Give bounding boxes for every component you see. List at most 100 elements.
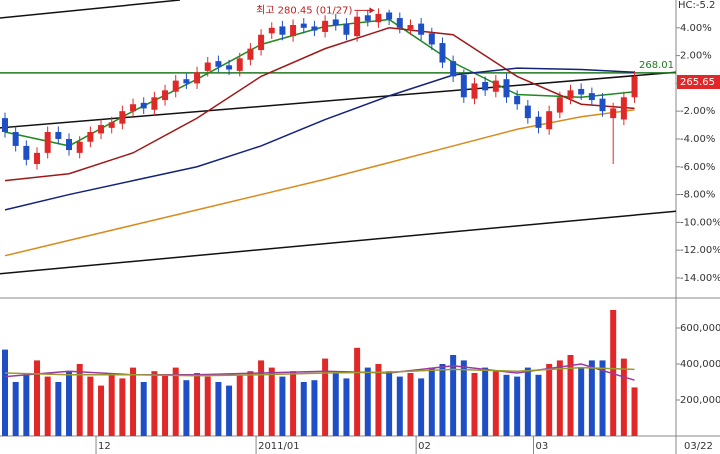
- axes: 4.00%2.00%0.00%-2.00%-4.00%-6.00%-8.00%-…: [95, 23, 720, 454]
- volume-bar: [87, 376, 94, 436]
- volume-bar: [471, 373, 478, 436]
- corner-label: HC:-5.2: [678, 0, 715, 11]
- candle-body: [620, 97, 627, 120]
- candle-body: [396, 18, 403, 28]
- volume-bar: [66, 371, 73, 436]
- volume-bar: [279, 376, 286, 436]
- candle-body: [567, 90, 574, 99]
- volume-bar: [535, 374, 542, 436]
- volume-bar: [588, 360, 595, 436]
- trend-line: [0, 0, 181, 19]
- candle-body: [599, 98, 606, 112]
- volume-bar: [546, 364, 553, 436]
- price-plot: 최고 280.45 (01/27): [0, 0, 676, 275]
- volume-bar: [343, 378, 350, 436]
- candle-body: [247, 48, 254, 60]
- volume-bar: [492, 371, 499, 436]
- volume-bar: [418, 378, 425, 436]
- volume-bar: [204, 376, 211, 436]
- candle-body: [535, 116, 542, 128]
- volume-bar: [130, 367, 137, 436]
- volume-bar: [76, 364, 83, 436]
- trend-line: [0, 210, 676, 275]
- candle-body: [546, 111, 553, 130]
- candle-body: [55, 132, 62, 139]
- volume-bar: [226, 385, 233, 436]
- candle-body: [322, 20, 329, 32]
- x-tick-label: 03: [536, 441, 549, 452]
- candle-body: [418, 23, 425, 35]
- candle-body: [460, 75, 467, 98]
- peak-arrowhead: [369, 7, 375, 14]
- candle-body: [439, 43, 446, 63]
- volume-bar: [460, 360, 467, 436]
- y-tick-label: 400,000: [680, 359, 720, 370]
- candle-body: [66, 138, 73, 151]
- y-tick-label: 200,000: [680, 395, 720, 406]
- volume-bar: [578, 367, 585, 436]
- volume-bar: [247, 371, 254, 436]
- volume-bar: [524, 367, 531, 436]
- volume-bar: [354, 347, 361, 436]
- volume-bar: [194, 373, 201, 436]
- volume-bar: [482, 367, 489, 436]
- y-tick-label: -8.00%: [680, 190, 715, 201]
- volume-bar: [23, 373, 30, 436]
- candle-body: [375, 13, 382, 23]
- trend-line: [0, 71, 676, 129]
- volume-bar: [396, 376, 403, 436]
- volume-bar: [55, 382, 62, 436]
- candle-body: [290, 25, 297, 37]
- candle-body: [2, 118, 8, 133]
- volume-bar: [599, 360, 606, 436]
- y-tick-label: -10.00%: [680, 217, 720, 228]
- date-label: 03/22: [684, 441, 713, 452]
- volume-bar: [140, 382, 147, 436]
- volume-bar: [503, 374, 510, 436]
- candle-body: [258, 34, 265, 51]
- candle-body: [98, 125, 105, 134]
- candle-body: [108, 122, 115, 128]
- candle-body: [34, 152, 41, 164]
- volume-bar: [300, 382, 307, 436]
- candle-body: [343, 23, 350, 35]
- volume-bar: [364, 367, 371, 436]
- volume-bar: [407, 373, 414, 436]
- level-label: 268.01: [639, 60, 674, 71]
- candle-body: [194, 72, 201, 84]
- volume-bar: [311, 380, 318, 436]
- candle-body: [578, 88, 585, 95]
- volume-bar: [450, 355, 457, 436]
- candle-body: [151, 97, 158, 110]
- candle-body: [407, 25, 414, 30]
- price-marker-label: 265.65: [680, 77, 715, 88]
- candle-body: [44, 132, 51, 153]
- candle-body: [236, 58, 243, 71]
- candle-body: [588, 93, 595, 101]
- candle-body: [23, 145, 30, 160]
- y-tick-label: 2.00%: [680, 51, 712, 62]
- volume-bar: [172, 367, 179, 436]
- volume-bar: [162, 374, 169, 436]
- candle-body: [332, 19, 339, 26]
- volume-bar: [567, 355, 574, 436]
- candle-body: [631, 76, 638, 98]
- volume-bar: [514, 376, 521, 436]
- volume-bar: [556, 360, 563, 436]
- ma-line: [4, 366, 635, 377]
- candle-body: [354, 16, 361, 37]
- volume-bar: [258, 360, 265, 436]
- candle-body: [12, 132, 19, 146]
- volume-bar: [34, 360, 41, 436]
- candle-body: [471, 83, 478, 99]
- volume-plot: [2, 310, 638, 436]
- volume-bar: [108, 373, 115, 436]
- volume-bar: [375, 364, 382, 436]
- volume-bar: [631, 387, 638, 436]
- volume-bar: [98, 385, 105, 436]
- candle-body: [311, 26, 318, 31]
- y-tick-label: -4.00%: [680, 134, 715, 145]
- candle-body: [130, 104, 137, 112]
- candle-body: [450, 61, 457, 77]
- volume-bar: [268, 367, 275, 436]
